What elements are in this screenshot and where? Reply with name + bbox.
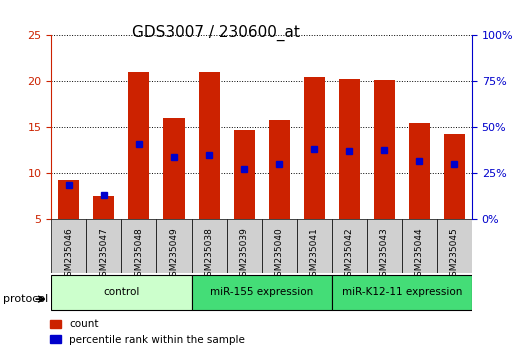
FancyBboxPatch shape [191, 275, 332, 309]
Text: GSM235040: GSM235040 [274, 227, 284, 282]
Text: GSM235048: GSM235048 [134, 227, 144, 282]
Bar [164, 118, 185, 219]
Text: GSM235043: GSM235043 [380, 227, 389, 282]
FancyBboxPatch shape [191, 219, 227, 273]
Legend: count, percentile rank within the sample: count, percentile rank within the sample [46, 315, 249, 349]
Bar [269, 120, 290, 219]
Bar [339, 79, 360, 219]
FancyBboxPatch shape [227, 219, 262, 273]
Text: GSM235046: GSM235046 [64, 227, 73, 282]
Bar [233, 130, 254, 219]
FancyBboxPatch shape [262, 219, 297, 273]
FancyBboxPatch shape [297, 219, 332, 273]
Bar [128, 72, 149, 219]
Bar [374, 80, 395, 219]
Bar [199, 72, 220, 219]
Text: GSM235042: GSM235042 [345, 227, 354, 282]
FancyBboxPatch shape [332, 219, 367, 273]
Text: GSM235045: GSM235045 [450, 227, 459, 282]
FancyBboxPatch shape [402, 219, 437, 273]
Text: GSM235044: GSM235044 [415, 227, 424, 282]
Text: miR-155 expression: miR-155 expression [210, 287, 313, 297]
Text: GDS3007 / 230600_at: GDS3007 / 230600_at [131, 25, 300, 41]
FancyBboxPatch shape [156, 219, 191, 273]
FancyBboxPatch shape [437, 219, 472, 273]
FancyBboxPatch shape [122, 219, 156, 273]
Bar [93, 196, 114, 219]
FancyBboxPatch shape [367, 219, 402, 273]
FancyBboxPatch shape [332, 275, 472, 309]
Bar [58, 180, 80, 219]
Text: GSM235049: GSM235049 [169, 227, 179, 282]
Text: GSM235039: GSM235039 [240, 227, 249, 282]
Text: GSM235038: GSM235038 [205, 227, 213, 282]
Bar [409, 123, 430, 219]
Bar [304, 77, 325, 219]
Text: miR-K12-11 expression: miR-K12-11 expression [342, 287, 462, 297]
FancyBboxPatch shape [51, 275, 191, 309]
Text: GSM235047: GSM235047 [100, 227, 108, 282]
FancyBboxPatch shape [86, 219, 122, 273]
Text: GSM235041: GSM235041 [310, 227, 319, 282]
Text: protocol: protocol [3, 294, 48, 304]
Bar [444, 134, 465, 219]
Text: control: control [103, 287, 140, 297]
FancyBboxPatch shape [51, 219, 86, 273]
